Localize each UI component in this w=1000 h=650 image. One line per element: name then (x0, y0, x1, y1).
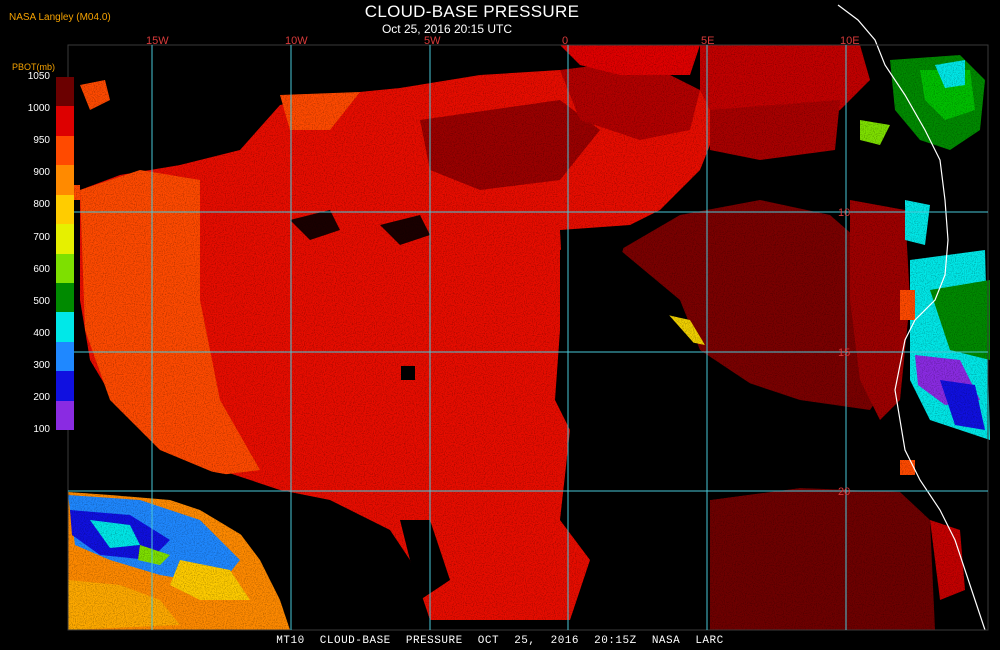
graticule: 15W 10W 5W 0 5E 10E 10 15 20 (68, 35, 988, 630)
latitude-label: 20 (838, 486, 850, 498)
footer-caption: MT10 CLOUD-BASE PRESSURE OCT 25, 2016 20… (276, 635, 724, 647)
legend-swatch-800 (56, 194, 74, 225)
latitude-label: 10 (838, 207, 850, 219)
legend-swatch-1000 (56, 106, 74, 137)
legend-label-100: 100 (33, 424, 50, 436)
longitude-label: 5W (424, 35, 441, 47)
legend-label-700: 700 (33, 231, 50, 243)
legend-swatch-950 (56, 135, 74, 166)
legend-swatch-700 (56, 224, 74, 254)
legend-label-600: 600 (33, 263, 50, 275)
legend-label-200: 200 (33, 392, 50, 403)
longitude-label: 0 (562, 35, 568, 47)
legend-label-900: 900 (33, 167, 50, 179)
legend-label-300: 300 (33, 359, 50, 371)
legend-swatch-100 (56, 400, 74, 431)
legend-swatch-600 (56, 253, 74, 284)
legend-unit-label: PBOT(mb) (12, 62, 56, 72)
legend-label-400: 400 (33, 327, 50, 339)
legend-label-1000: 1000 (27, 103, 50, 115)
legend-swatch-300 (56, 341, 74, 372)
color-legend (56, 77, 74, 431)
legend-label-800: 800 (33, 199, 50, 211)
page-title: CLOUD-BASE PRESSURE (364, 2, 580, 21)
latitude-label: 15 (838, 347, 850, 359)
coastline (837, 4, 986, 631)
timestamp: Oct 25, 2016 20:15 UTC (381, 22, 513, 36)
longitude-label: 5E (701, 35, 714, 47)
legend-label-950: 950 (33, 135, 50, 147)
legend-label-500: 500 (33, 295, 50, 307)
legend-swatch-200 (56, 371, 74, 402)
legend-label-1050: 1050 (27, 71, 50, 82)
longitude-label: 10E (840, 35, 860, 47)
longitude-label: 15W (146, 35, 169, 47)
provider-label: NASA Langley (M04.0) (9, 12, 111, 23)
legend-swatch-1050 (56, 77, 74, 107)
legend-swatch-500 (56, 282, 74, 313)
legend-swatch-400 (56, 312, 74, 343)
longitude-label: 10W (285, 35, 308, 47)
legend-swatch-900 (56, 165, 74, 196)
